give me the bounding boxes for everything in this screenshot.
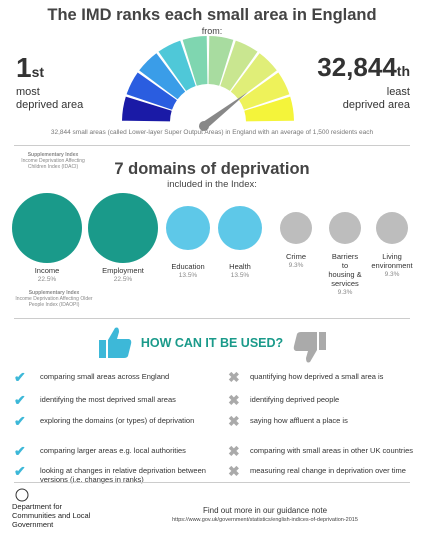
guidance: Find out more in our guidance note [202, 506, 328, 515]
department: Department for Communities and Local Gov… [12, 502, 91, 529]
domain-weight: 22.5% [113, 276, 133, 283]
domain-icon [218, 206, 262, 250]
separator [14, 318, 410, 319]
from: from: [201, 26, 223, 36]
note: 32,844 small areas (called Lower-layer S… [50, 129, 374, 136]
domain-weight: 13.5% [230, 272, 250, 279]
domain-icon [329, 212, 361, 244]
crest [15, 488, 29, 502]
domain: Health 13.5% [210, 262, 270, 280]
cross-icon: ✖ [228, 413, 240, 429]
supp-text: Income Deprivation Affecting Children In… [21, 158, 85, 170]
domain: Barriers to housing & services 9.3% [315, 252, 375, 297]
domain-icon [280, 212, 312, 244]
label: least [386, 86, 410, 98]
domains-subtitle: included in the Index: [167, 179, 257, 190]
first-label: most deprived area [16, 86, 83, 112]
domain: Income 22.5% [17, 266, 77, 284]
rank: 1 [16, 52, 32, 83]
can-item: looking at changes in relative deprivati… [40, 466, 206, 484]
separator [14, 482, 410, 483]
can-item: comparing small areas across England [40, 372, 170, 381]
uses-title: HOW CAN IT BE USED? [140, 336, 284, 350]
label: deprived area [342, 99, 410, 111]
separator [14, 145, 410, 146]
check-icon: ✔ [14, 392, 26, 408]
gauge-segment [208, 36, 234, 86]
gauge-segment [230, 53, 277, 100]
domain-name: Health [229, 262, 251, 271]
can-item: comparing larger areas e.g. local author… [40, 446, 186, 455]
cross-icon: ✖ [228, 392, 240, 408]
domain-name: Employment [102, 266, 144, 275]
cross-icon: ✖ [228, 463, 240, 479]
gauge-segment [244, 96, 294, 122]
gauge-segment [239, 72, 290, 110]
cannot-item: saying how affluent a place is [250, 416, 348, 425]
domain-name: Education [171, 262, 205, 271]
domain-weight: 13.5% [178, 272, 198, 279]
domain-name: Living environment [371, 252, 413, 270]
domain-icon [12, 193, 82, 263]
check-icon: ✔ [14, 413, 26, 429]
label: most [16, 86, 40, 98]
gauge-segment [126, 72, 177, 110]
domain: Education 13.5% [158, 262, 218, 280]
needle-hub [199, 121, 209, 131]
domain-weight: 9.3% [384, 271, 400, 278]
title: The IMD ranks each small area in England [47, 6, 377, 24]
supplementary: Supplementary Index Income Deprivation Af… [18, 152, 88, 170]
needle [200, 92, 248, 131]
domain: Crime 9.3% [266, 252, 326, 270]
supp-title: Supplementary Index [28, 290, 80, 296]
domain-weight: 9.3% [337, 289, 353, 296]
domain: Employment 22.5% [93, 266, 153, 284]
check-icon: ✔ [14, 443, 26, 459]
suffix: th [396, 63, 410, 79]
supplementary: Supplementary Index Income Deprivation Af… [14, 290, 94, 308]
thumbs-down [293, 332, 326, 363]
domain-icon [376, 212, 408, 244]
domain-weight: 9.3% [288, 262, 304, 269]
domain-name: Barriers to housing & services [328, 252, 362, 288]
gauge-segment [182, 36, 208, 86]
domain-name: Crime [286, 252, 306, 261]
gauge-segment [122, 96, 172, 122]
domain: Living environment 9.3% [362, 252, 422, 279]
gauge [122, 36, 294, 131]
domain-name: Income [34, 266, 60, 275]
rank: 32,844 [317, 52, 397, 82]
gauge-segment [158, 40, 196, 91]
gauge-segment [139, 53, 186, 100]
cannot-item: quantifying how deprived a small area is [250, 372, 384, 381]
cannot-item: comparing with small areas in other UK c… [250, 446, 413, 455]
can-item: exploring the domains (or types) of depr… [40, 416, 195, 425]
domain-icon [88, 193, 158, 263]
supp-text: Income Deprivation Affecting Older Peopl… [15, 296, 93, 308]
check-icon: ✔ [14, 463, 26, 479]
gauge-segment [220, 40, 258, 91]
last-rank: 32,844th [317, 52, 410, 83]
cannot-item: measuring real change in deprivation ove… [250, 466, 406, 475]
check-icon: ✔ [14, 369, 26, 385]
thumbs-up [99, 327, 132, 358]
supp-title: Supplementary Index [27, 152, 79, 158]
label: deprived area [16, 99, 84, 111]
can-item: identifying the most deprived small area… [40, 395, 176, 404]
cross-icon: ✖ [228, 369, 240, 385]
cross-icon: ✖ [228, 443, 240, 459]
domains-title: 7 domains of deprivation [114, 160, 310, 178]
cannot-item: identifying deprived people [250, 395, 340, 404]
domain-icon [166, 206, 210, 250]
suffix: st [31, 64, 45, 80]
first-rank: 1st [16, 52, 44, 84]
url: https://www.gov.uk/government/statistics… [172, 517, 358, 523]
domain-weight: 22.5% [37, 276, 57, 283]
last-label: least deprived area [343, 86, 410, 112]
